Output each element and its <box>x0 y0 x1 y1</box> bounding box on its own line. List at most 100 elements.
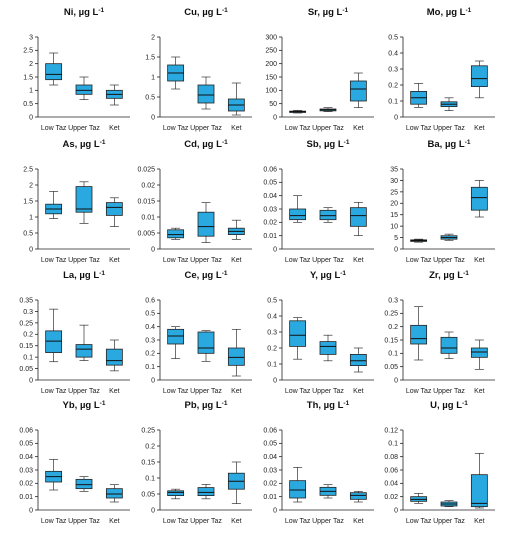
y-tick-label: 0.2 <box>23 332 33 339</box>
y-tick-label: 0.02 <box>384 494 398 501</box>
box-ket <box>470 452 488 509</box>
y-tick-label: 0.35 <box>19 297 33 304</box>
panel-title-superscript: -1 <box>222 7 228 14</box>
category-label: Low Taz <box>163 388 189 395</box>
panel: Sb, µg L-1 0 0.01 0.02 0.03 0.04 0.05 0.06 Low T… <box>263 139 374 264</box>
category-label: Upper Taz <box>433 518 465 525</box>
panel-title-superscript: -1 <box>222 270 228 277</box>
box-ket <box>227 219 245 240</box>
y-tick-label: 0.06 <box>384 467 398 474</box>
panel: Ba, µg L-1 0 5 10 15 20 25 30 35 Low Taz Upper Taz… <box>390 139 495 264</box>
category-label: Ket <box>353 257 364 264</box>
iqr-box <box>470 474 488 508</box>
category-label: Upper Taz <box>433 388 465 395</box>
category-label: Upper Taz <box>312 518 344 525</box>
y-tick-label: 2 <box>29 61 33 68</box>
y-tick-label: 0.02 <box>141 182 155 189</box>
box-upper-taz <box>75 181 93 224</box>
y-tick-label: 0.02 <box>263 220 277 227</box>
category-label: Upper Taz <box>190 388 222 395</box>
y-tick-label: 0.08 <box>384 454 398 461</box>
y-tick-label: 0 <box>151 246 155 253</box>
category-label: Ket <box>353 125 364 132</box>
y-tick-label: 0.03 <box>263 206 277 213</box>
y-tick-label: 5 <box>394 235 398 242</box>
panel-title-superscript: -1 <box>340 270 346 277</box>
panel-title-superscript: -1 <box>342 7 348 14</box>
box-ket <box>227 328 245 377</box>
box-ket <box>105 484 123 503</box>
iqr-box <box>289 320 307 347</box>
y-tick-label: 0 <box>394 114 398 121</box>
y-tick-label: 0 <box>29 246 33 253</box>
category-label: Ket <box>109 257 120 264</box>
y-tick-label: 0.03 <box>263 467 277 474</box>
y-tick-label: 0.025 <box>137 166 155 173</box>
box-upper-taz <box>440 233 458 241</box>
panel: Cd, µg L-1 0 0.005 0.01 0.015 0.02 0.025 Low Ta… <box>137 139 252 264</box>
category-label: Upper Taz <box>312 125 344 132</box>
y-tick-label: 1 <box>29 88 33 95</box>
y-tick-label: 2.5 <box>23 166 33 173</box>
iqr-box <box>197 487 215 497</box>
box-ket <box>349 72 367 109</box>
iqr-box <box>75 478 93 490</box>
y-tick-label: 0.25 <box>141 427 155 434</box>
y-tick-label: 0.4 <box>388 50 398 57</box>
iqr-box <box>197 211 215 237</box>
y-tick-label: 0.5 <box>145 94 155 101</box>
iqr-box <box>197 84 215 104</box>
box-low-taz <box>167 488 185 500</box>
y-tick-label: 0 <box>29 507 33 514</box>
box-ket <box>227 461 245 504</box>
iqr-box <box>470 65 488 88</box>
box-upper-taz <box>197 330 215 362</box>
iqr-box <box>289 480 307 499</box>
y-tick-label: 0 <box>394 377 398 384</box>
y-tick-label: 0 <box>273 377 277 384</box>
iqr-box <box>75 186 93 213</box>
iqr-box <box>470 186 488 211</box>
y-tick-label: 0.2 <box>145 443 155 450</box>
iqr-box <box>75 344 93 358</box>
category-label: Upper Taz <box>190 518 222 525</box>
iqr-box <box>167 490 185 496</box>
y-tick-label: 0.01 <box>263 233 277 240</box>
category-label: Low Taz <box>41 518 67 525</box>
box-ket <box>105 339 123 372</box>
y-tick-label: 0.1 <box>388 351 398 358</box>
box-upper-taz <box>440 97 458 111</box>
y-tick-label: 300 <box>265 34 277 41</box>
iqr-box <box>470 347 488 358</box>
box-upper-taz <box>197 76 215 110</box>
panel-title-superscript: -1 <box>462 400 468 407</box>
category-label: Low Taz <box>41 388 67 395</box>
panel: Zr, µg L-1 0 0.05 0.1 0.15 0.2 0.25 0.3 Low Taz U… <box>384 270 495 395</box>
y-tick-label: 0.05 <box>263 180 277 187</box>
y-tick-label: 0.1 <box>23 355 33 362</box>
iqr-box <box>319 341 337 355</box>
category-label: Low Taz <box>285 388 311 395</box>
box-ket <box>470 339 488 370</box>
box-upper-taz <box>197 202 215 243</box>
box-ket <box>349 490 367 503</box>
box-upper-taz <box>319 484 337 499</box>
box-upper-taz <box>319 207 337 223</box>
box-low-taz <box>289 317 307 360</box>
category-label: Ket <box>474 518 485 525</box>
y-tick-label: 0.03 <box>19 467 33 474</box>
panel: Y, µg L-1 0 0.1 0.2 0.3 0.4 0.5 Low Taz Upper Ta… <box>267 270 374 395</box>
y-tick-label: 0.02 <box>263 481 277 488</box>
panel-title: Cd, µg L-1 <box>184 139 228 150</box>
y-tick-label: 0.3 <box>388 297 398 304</box>
y-tick-label: 0.6 <box>145 297 155 304</box>
y-tick-label: 0.25 <box>19 320 33 327</box>
category-label: Upper Taz <box>68 125 100 132</box>
panel-title-superscript: -1 <box>222 400 228 407</box>
y-tick-label: 10 <box>390 224 398 231</box>
category-label: Ket <box>231 125 242 132</box>
y-tick-label: 0.015 <box>137 198 155 205</box>
box-low-taz <box>410 83 428 108</box>
y-tick-label: 30 <box>390 178 398 185</box>
